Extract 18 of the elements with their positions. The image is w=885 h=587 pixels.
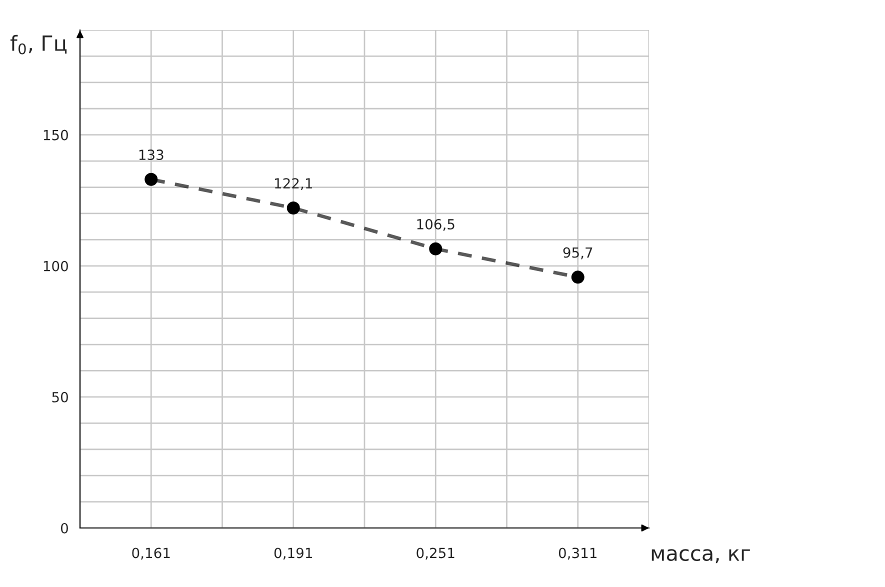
data-label: 133 bbox=[139, 150, 164, 160]
point bbox=[571, 270, 584, 284]
x-tick-label: 0,161 bbox=[132, 548, 170, 560]
point bbox=[429, 242, 442, 256]
y-axis-title: f$_{0}$, Гц bbox=[10, 34, 67, 54]
y-tick-label: 100 bbox=[44, 260, 68, 272]
point bbox=[286, 201, 300, 214]
point bbox=[144, 172, 158, 186]
data-label: 95,7 bbox=[563, 247, 592, 260]
y-tick-label: 50 bbox=[52, 392, 68, 402]
x-tick-label: 0,311 bbox=[558, 548, 596, 560]
x-tick-label: 0,251 bbox=[416, 548, 454, 560]
data-label: 106,5 bbox=[417, 218, 454, 231]
x-tick-label: 0,191 bbox=[274, 548, 312, 560]
y-tick-label: 150 bbox=[44, 130, 68, 140]
data-label: 122,1 bbox=[275, 178, 312, 190]
y-tick-label: 0 bbox=[60, 522, 68, 534]
x-axis-title: масса, кг bbox=[652, 549, 750, 564]
